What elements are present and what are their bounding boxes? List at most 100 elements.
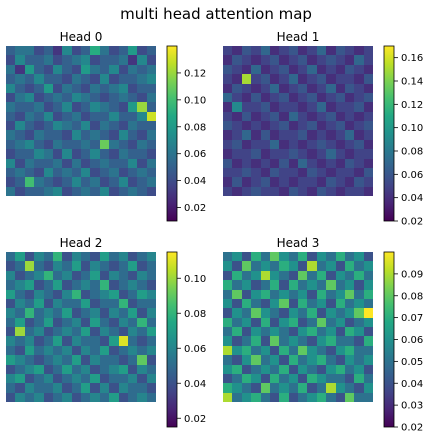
heatmap-cell (242, 74, 251, 84)
heatmap-cell (279, 177, 289, 187)
heatmap-cell (307, 252, 317, 261)
heatmap-cell (128, 112, 137, 121)
heatmap-cell (137, 261, 147, 271)
heatmap-cell (279, 46, 289, 55)
heatmap-cell (279, 84, 289, 93)
heatmap-cell (336, 102, 345, 112)
heatmap-cell (364, 140, 373, 149)
heatmap-cell (251, 187, 261, 196)
heatmap-cell (128, 121, 137, 130)
heatmap-cell (251, 130, 261, 140)
heatmap-cell (81, 271, 90, 280)
heatmap-cell (223, 74, 232, 84)
heatmap-cell (336, 65, 345, 74)
heatmap-cell (25, 261, 34, 271)
heatmap-cell (100, 355, 109, 365)
heatmap-cell (44, 159, 53, 168)
heatmap-cell (279, 374, 289, 383)
heatmap-cell (270, 55, 279, 65)
heatmap-cell (242, 46, 251, 55)
colorbar-tick-label: 0.02 (184, 414, 206, 425)
heatmap-cell (223, 336, 232, 346)
heatmap-cell (119, 112, 128, 121)
heatmap-cell (62, 308, 72, 318)
heatmap-cell (345, 130, 354, 140)
heatmap-cell (289, 383, 298, 393)
heatmap-cell (90, 65, 100, 74)
heatmap-cell (100, 102, 109, 112)
heatmap-cell (279, 102, 289, 112)
heatmap-cell (317, 308, 326, 318)
heatmap-cell (72, 271, 81, 280)
heatmap-cell (261, 308, 270, 318)
heatmap-cell (336, 46, 345, 55)
heatmap-cell (279, 93, 289, 102)
heatmap-cell (289, 112, 298, 121)
heatmap-cell (345, 374, 354, 383)
heatmap-cell (147, 65, 156, 74)
heatmap-cell (137, 374, 147, 383)
heatmap-cell (279, 168, 289, 177)
heatmap-cell (119, 84, 128, 93)
heatmap-cell (251, 65, 261, 74)
heatmap-cell (289, 336, 298, 346)
heatmap-cell (147, 168, 156, 177)
heatmap-cell (81, 168, 90, 177)
heatmap-cell (109, 308, 119, 318)
heatmap-cell (289, 308, 298, 318)
heatmap-cell (90, 355, 100, 365)
heatmap-cell (25, 336, 34, 346)
heatmap-cell (25, 140, 34, 149)
heatmap-cell (251, 308, 261, 318)
heatmap-cell (261, 290, 270, 299)
heatmap-cell (34, 130, 44, 140)
heatmap-cell (6, 46, 15, 55)
heatmap-cell (137, 177, 147, 187)
heatmap-cell (128, 290, 137, 299)
heatmap-cell (326, 252, 336, 261)
heatmap-cell (137, 271, 147, 280)
heatmap-cell (298, 187, 307, 196)
heatmap-cell (364, 271, 373, 280)
heatmap-cell (298, 140, 307, 149)
heatmap-cell (364, 74, 373, 84)
heatmap-cell (81, 187, 90, 196)
heatmap-cell (345, 365, 354, 374)
heatmap-cell (223, 346, 232, 355)
heatmap-cell (336, 336, 345, 346)
heatmap-cell (25, 308, 34, 318)
heatmap-cell (270, 308, 279, 318)
heatmap-cell (279, 346, 289, 355)
heatmap-cell (251, 261, 261, 271)
heatmap-cell (53, 346, 62, 355)
heatmap-cell (109, 374, 119, 383)
heatmap-cell (345, 46, 354, 55)
heatmap-cell (251, 327, 261, 336)
heatmap-cell (336, 308, 345, 318)
heatmap-cell (336, 365, 345, 374)
heatmap-cell (6, 149, 15, 159)
heatmap-cell (364, 65, 373, 74)
heatmap-cell (90, 252, 100, 261)
heatmap-cell (25, 102, 34, 112)
heatmap-cell (251, 290, 261, 299)
heatmap-cell (289, 74, 298, 84)
heatmap-cell (128, 93, 137, 102)
heatmap-cell (128, 168, 137, 177)
heatmap-cell (364, 55, 373, 65)
heatmap-cell (34, 93, 44, 102)
heatmap-cell (223, 187, 232, 196)
heatmap-cell (128, 383, 137, 393)
heatmap-cell (364, 365, 373, 374)
heatmap-cell (119, 336, 128, 346)
colorbar-tick-label: 0.06 (401, 170, 423, 181)
heatmap-cell (298, 65, 307, 74)
heatmap-cell (72, 177, 81, 187)
heatmap-cell (364, 261, 373, 271)
heatmap-cell (109, 252, 119, 261)
heatmap-cell (326, 383, 336, 393)
heatmap-cell (44, 365, 53, 374)
heatmap-cell (364, 346, 373, 355)
heatmap-cell (364, 299, 373, 308)
heatmap-cell (326, 336, 336, 346)
